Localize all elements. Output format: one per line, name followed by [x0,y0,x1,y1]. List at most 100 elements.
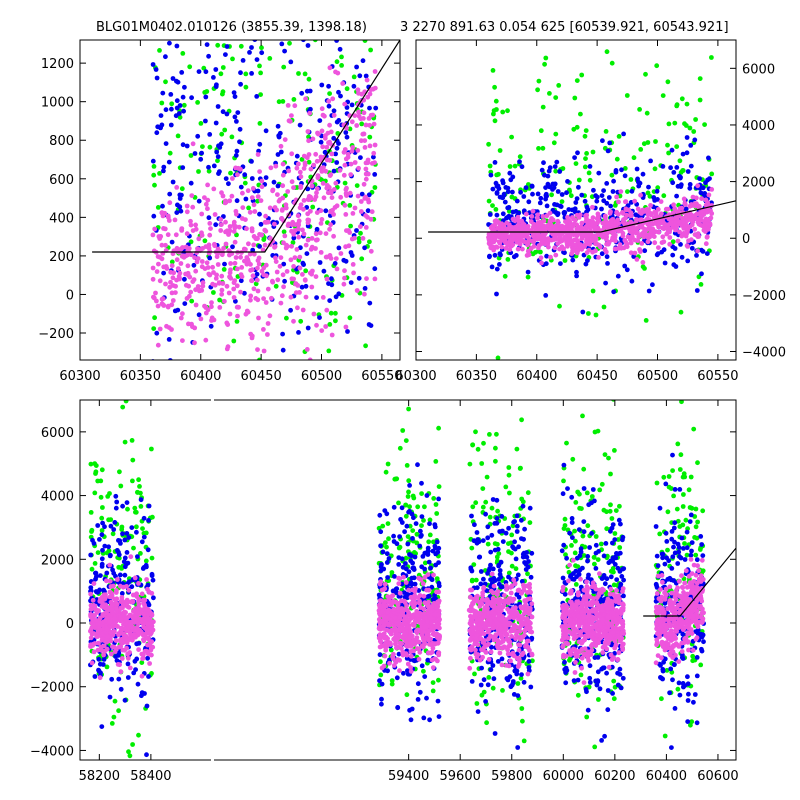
data-point-blue [700,185,706,191]
data-point-pink [634,217,639,222]
data-point-pink [330,96,336,102]
data-point-blue [233,153,239,158]
data-point-pink [280,172,286,178]
data-point-pink [614,194,619,200]
data-point-blue [688,143,694,148]
data-point-blue [411,565,417,571]
data-point-blue [694,253,699,258]
data-point-pink [393,631,399,637]
data-point-pink [587,218,593,224]
data-point-green [486,198,492,204]
data-point-blue [131,670,137,676]
data-point-green [643,71,648,77]
data-point-pink [511,225,517,231]
data-point-green [394,476,400,482]
data-point-green [163,79,168,85]
data-point-pink [396,581,402,586]
data-point-pink [411,596,417,602]
data-point-green [204,89,210,94]
data-point-pink [301,166,307,171]
data-point-pink [309,271,314,277]
data-point-pink [186,321,191,327]
data-point-pink [404,639,409,645]
data-point-pink [514,230,520,236]
data-point-pink [196,236,202,242]
data-point-pink [671,202,676,208]
data-point-blue [134,529,139,535]
data-point-green [296,71,301,76]
data-point-pink [410,622,416,627]
data-point-blue [557,169,563,174]
data-point-pink [284,269,290,274]
data-point-green [655,185,661,191]
data-point-pink [227,198,233,204]
data-point-pink [511,234,517,240]
data-point-pink [579,220,585,226]
data-point-pink [303,96,308,102]
data-point-pink [515,214,521,220]
data-point-pink [218,228,224,233]
data-point-blue [362,245,367,251]
data-point-green [520,718,525,724]
data-point-pink [170,298,176,303]
data-point-pink [200,283,206,289]
data-point-pink [186,293,192,299]
data-point-blue [678,242,683,247]
data-point-blue [257,244,262,249]
data-point-pink [104,578,109,584]
data-point-pink [150,276,156,282]
data-point-blue [704,251,710,256]
data-point-pink [136,647,142,652]
data-point-pink [112,596,117,602]
data-point-blue [624,267,630,273]
data-point-pink [245,188,251,194]
data-point-green [583,128,589,134]
data-point-blue [177,196,183,201]
data-point-blue [334,145,340,151]
data-point-blue [429,584,435,590]
data-point-pink [153,290,158,296]
data-point-blue [149,571,155,577]
data-point-green [697,76,703,81]
data-point-blue [555,189,561,194]
data-point-green [433,502,439,507]
data-point-green [666,150,671,156]
data-point-pink [383,647,389,653]
data-point-blue [93,576,98,582]
data-point-pink [98,644,104,650]
data-point-pink [320,144,326,150]
data-point-blue [139,690,145,695]
data-point-pink [368,248,374,254]
data-point-blue [134,656,140,662]
data-point-pink [163,242,168,248]
data-point-blue [360,58,366,64]
data-point-pink [300,272,305,277]
data-point-blue [378,529,384,535]
data-point-pink [602,213,608,219]
data-point-pink [365,171,371,177]
data-point-pink [124,640,130,646]
data-point-blue [336,291,342,297]
data-point-blue [277,130,283,136]
data-point-blue [100,547,105,553]
data-point-pink [270,188,275,194]
data-point-pink [706,226,711,232]
data-point-pink [232,260,238,266]
x-tick-label: 60300 [59,369,100,384]
data-point-pink [682,202,688,207]
data-point-pink [389,594,394,600]
data-point-green [157,48,162,53]
data-point-pink [145,616,151,621]
data-point-pink [150,265,156,271]
data-point-green [421,518,426,523]
data-point-pink [238,166,243,172]
data-point-green [344,86,350,92]
data-point-blue [177,204,183,210]
data-point-blue [500,178,505,184]
data-point-blue [404,591,410,597]
data-point-blue [331,135,337,141]
data-point-blue [107,694,113,700]
data-point-green [405,534,411,539]
data-point-pink [408,640,414,645]
data-point-pink [223,241,229,247]
